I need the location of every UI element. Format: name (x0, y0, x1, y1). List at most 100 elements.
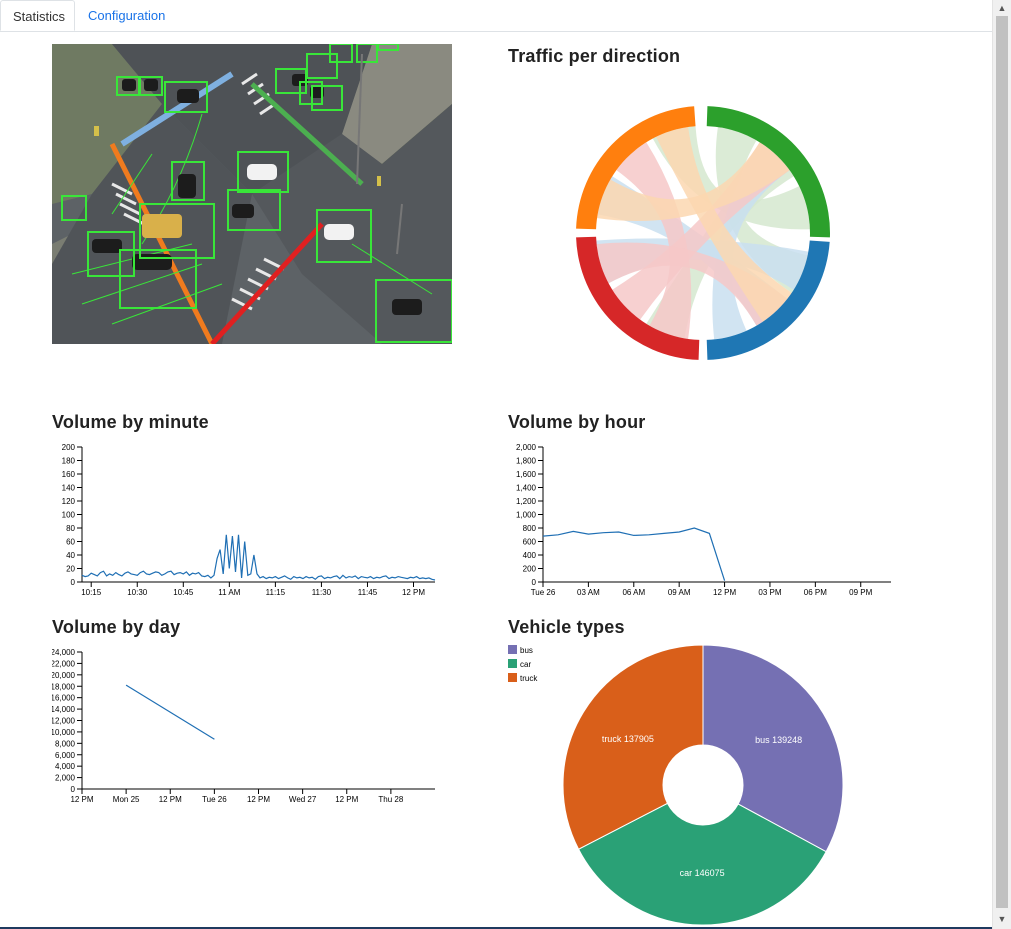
day-x-tick-label: Tue 26 (202, 795, 227, 804)
hour-y-tick-label: 1,800 (516, 457, 537, 466)
hour-y-tick-label: 2,000 (516, 443, 537, 452)
pie-label-truck: truck 137905 (602, 734, 654, 744)
day-y-tick-label: 18,000 (52, 682, 76, 691)
minute-x-tick-label: 10:30 (127, 588, 148, 597)
hour-x-tick-label: 03 AM (577, 588, 600, 597)
minute-x-tick-label: 12 PM (402, 588, 425, 597)
day-x-tick-label: 12 PM (159, 795, 182, 804)
day-x-tick-label: Mon 25 (113, 795, 140, 804)
chord-ribbon (656, 127, 792, 322)
tab-bar: Statistics Configuration (0, 0, 992, 32)
chord-group-arc-south (576, 236, 700, 360)
pie-slice-truck (562, 644, 704, 850)
day-y-tick-label: 16,000 (52, 694, 76, 703)
day-x-tick-label: 12 PM (70, 795, 93, 804)
scroll-down-arrow-icon[interactable]: ▼ (997, 914, 1007, 924)
minute-y-tick-label: 80 (66, 524, 75, 533)
pie-label-bus: bus 139248 (755, 735, 802, 745)
hour-y-tick-label: 1,600 (516, 470, 537, 479)
volume-by-minute-chart: 0 20 40 60 80 100 120 140 160 180 200 10:15 10:30 10:… (62, 443, 436, 597)
day-x-tick-label: Thu 28 (378, 795, 403, 804)
legend-label-truck: truck (520, 674, 538, 683)
hour-y-tick-label: 1,000 (516, 511, 537, 520)
chord-ribbon (616, 142, 692, 339)
day-y-tick-label: 4,000 (55, 762, 76, 771)
scroll-up-arrow-icon[interactable]: ▲ (997, 3, 1007, 13)
day-y-tick-label: 6,000 (55, 751, 76, 760)
day-y-tick-label: 0 (71, 785, 76, 794)
legend-label-bus: bus (520, 646, 533, 655)
minute-y-tick-label: 60 (66, 538, 75, 547)
minute-y-tick-label: 140 (62, 484, 76, 493)
minute-y-tick-label: 180 (62, 457, 76, 466)
hour-y-tick-label: 600 (523, 538, 537, 547)
minute-x-tick-label: 11 AM (218, 588, 240, 597)
hour-x-tick-label: 12 PM (713, 588, 736, 597)
minute-y-tick-label: 160 (62, 470, 76, 479)
hour-x-tick-label: 09 PM (849, 588, 872, 597)
hour-x-tick-label: 03 PM (758, 588, 781, 597)
hour-y-tick-label: 200 (523, 565, 537, 574)
types-title: Vehicle types (508, 617, 625, 637)
tab-configuration[interactable]: Configuration (88, 8, 166, 23)
minute-x-tick-label: 10:15 (81, 588, 102, 597)
pie-slice-bus (702, 644, 844, 853)
hour-series-line (542, 527, 726, 581)
vehicle-types-chart: bus 139248 car 146075 truck 137905 bus car tr… (508, 644, 844, 926)
hour-x-tick-label: 06 PM (804, 588, 827, 597)
day-y-tick-label: 10,000 (52, 728, 76, 737)
hour-title: Volume by hour (508, 412, 646, 432)
minute-y-tick-label: 100 (62, 511, 76, 520)
chord-group-arc-north (706, 106, 830, 238)
day-y-tick-label: 20,000 (52, 671, 76, 680)
hour-y-tick-label: 1,200 (516, 497, 537, 506)
minute-y-tick-label: 40 (66, 551, 75, 560)
pie-slice-car (577, 802, 827, 926)
pie-label-car: car 146075 (680, 868, 725, 878)
minute-x-tick-label: 10:45 (173, 588, 194, 597)
chord-group-arc-east (706, 240, 830, 360)
hour-y-tick-label: 1,400 (516, 484, 537, 493)
day-y-tick-label: 24,000 (52, 648, 76, 657)
day-x-tick-label: 12 PM (247, 795, 270, 804)
camera-feed-image (52, 44, 452, 344)
minute-x-tick-label: 11:30 (312, 588, 332, 597)
chord-ribbon (597, 142, 790, 221)
day-x-tick-label: Wed 27 (289, 795, 317, 804)
minute-x-tick-label: 11:15 (266, 588, 286, 597)
legend-swatch-truck (508, 673, 517, 682)
day-x-tick-label: 12 PM (335, 795, 358, 804)
traffic-chord-diagram (576, 106, 830, 360)
hour-y-tick-label: 800 (523, 524, 537, 533)
minute-y-tick-label: 0 (71, 578, 76, 587)
day-series-line (125, 684, 215, 740)
minute-y-tick-label: 200 (62, 443, 76, 452)
bottom-border (0, 927, 992, 929)
day-y-tick-label: 2,000 (55, 774, 76, 783)
hour-x-tick-label: 06 AM (622, 588, 645, 597)
chord-group-arc-west (576, 106, 696, 230)
legend-swatch-car (508, 659, 517, 668)
minute-series-line (81, 534, 436, 581)
scroll-thumb[interactable] (996, 16, 1008, 908)
minute-title: Volume by minute (52, 412, 209, 432)
volume-by-hour-chart: 0 200 400 600 800 1,000 1,200 1,400 1,600 1,800 2,… (516, 443, 891, 597)
day-y-tick-label: 22,000 (52, 659, 76, 668)
vertical-scrollbar[interactable]: ▲ ▼ (992, 0, 1011, 929)
legend-label-car: car (520, 660, 531, 669)
minute-y-tick-label: 120 (62, 497, 76, 506)
minute-y-tick-label: 20 (66, 565, 75, 574)
chord-ribbon (596, 242, 788, 326)
tab-statistics[interactable]: Statistics (0, 0, 75, 31)
traffic-title: Traffic per direction (508, 46, 681, 66)
volume-by-day-chart: 0 2,000 4,000 6,000 8,000 10,000 12,000 14,000 1… (52, 648, 435, 804)
minute-x-tick-label: 11:45 (358, 588, 378, 597)
hour-x-tick-label: Tue 26 (531, 588, 556, 597)
day-y-tick-label: 12,000 (52, 717, 76, 726)
legend-swatch-bus (508, 645, 517, 654)
day-title: Volume by day (52, 617, 181, 637)
day-y-tick-label: 14,000 (52, 705, 76, 714)
hour-y-tick-label: 0 (532, 578, 537, 587)
hour-y-tick-label: 400 (523, 551, 537, 560)
hour-x-tick-label: 09 AM (668, 588, 691, 597)
